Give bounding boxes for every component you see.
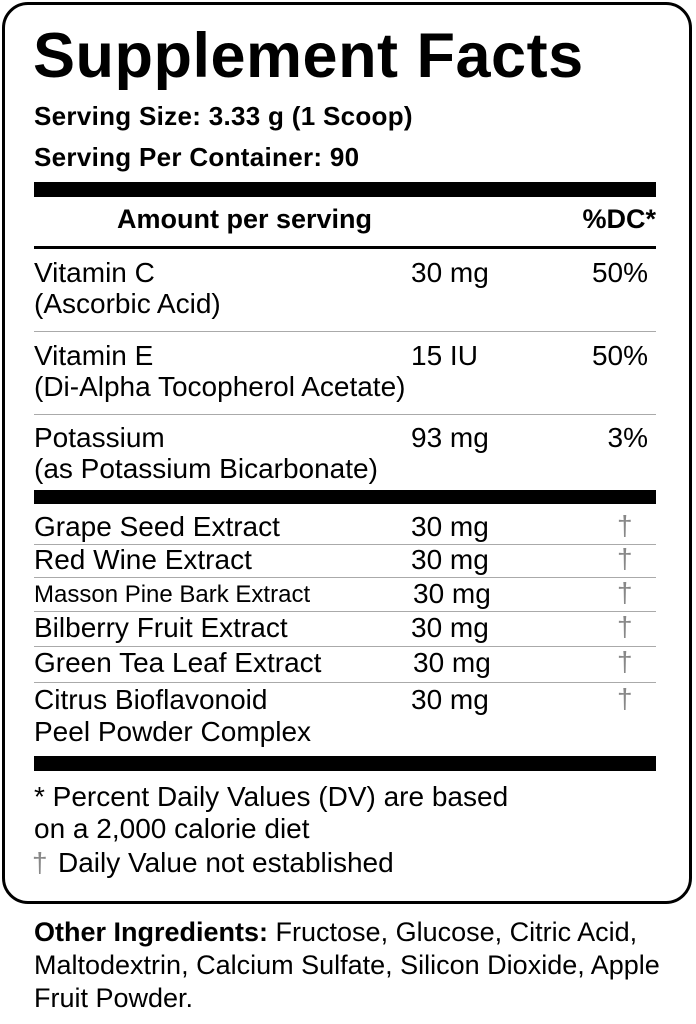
footnote-dagger: Daily Value not established xyxy=(58,847,394,878)
other-ingredients-text: Fructose, Glucose, Citric Acid, Maltodex… xyxy=(34,917,660,1013)
dagger-icon: † xyxy=(617,543,633,574)
extract-amount: 30 mg xyxy=(411,612,489,643)
other-ingredients-label: Other Ingredients: xyxy=(34,917,269,947)
footnote-dv-continued: on a 2,000 calorie diet xyxy=(34,813,310,844)
thick-divider xyxy=(34,756,656,771)
extract-name-continued: Peel Powder Complex xyxy=(34,716,312,747)
nutrient-dv: 3% xyxy=(607,422,648,453)
nutrient-dv: 50% xyxy=(591,340,648,371)
nutrient-amount: 15 IU xyxy=(411,340,478,371)
extract-amount: 30 mg xyxy=(411,684,489,715)
dagger-icon: † xyxy=(617,683,633,714)
extract-name: Bilberry Fruit Extract xyxy=(34,612,288,643)
footnote-dv: * Percent Daily Values (DV) are based xyxy=(34,781,509,812)
row-divider xyxy=(34,544,656,545)
nutrient-source: (Ascorbic Acid) xyxy=(34,288,221,319)
row-divider xyxy=(34,331,656,332)
thick-divider xyxy=(34,490,656,504)
nutrient-name: Vitamin E xyxy=(34,340,154,371)
extract-amount: 30 mg xyxy=(413,578,491,609)
servings-per-container: Serving Per Container: 90 xyxy=(34,142,360,172)
extract-amount: 30 mg xyxy=(411,544,489,575)
row-divider xyxy=(34,682,656,683)
row-divider xyxy=(34,611,656,612)
nutrient-source: (as Potassium Bicarbonate) xyxy=(34,453,378,484)
supplement-facts-panel xyxy=(2,2,692,904)
extract-name: Citrus Bioflavonoid xyxy=(34,684,268,715)
nutrient-name: Vitamin C xyxy=(34,257,155,288)
dagger-icon: † xyxy=(32,847,48,878)
dagger-icon: † xyxy=(617,646,633,677)
dagger-icon: † xyxy=(617,611,633,642)
nutrient-source: (Di-Alpha Tocopherol Acetate) xyxy=(34,371,406,402)
nutrient-name: Potassium xyxy=(34,422,165,453)
extract-name: Masson Pine Bark Extract xyxy=(34,581,311,608)
thick-divider xyxy=(34,182,656,197)
dv-header: %DC* xyxy=(582,204,656,234)
nutrient-amount: 30 mg xyxy=(411,257,489,288)
dagger-icon: † xyxy=(617,510,633,541)
header-divider xyxy=(34,246,656,249)
extract-name: Grape Seed Extract xyxy=(34,511,280,542)
row-divider xyxy=(34,577,656,578)
nutrient-amount: 93 mg xyxy=(411,422,489,453)
nutrient-dv: 50% xyxy=(591,257,648,288)
extract-amount: 30 mg xyxy=(413,647,491,678)
row-divider xyxy=(34,414,656,415)
serving-size: Serving Size: 3.33 g (1 Scoop) xyxy=(34,101,413,131)
row-divider xyxy=(34,646,656,647)
extract-name: Red Wine Extract xyxy=(34,544,252,575)
panel-title: Supplement Facts xyxy=(33,21,584,91)
extract-name: Green Tea Leaf Extract xyxy=(34,647,322,678)
amount-header: Amount per serving xyxy=(117,204,373,234)
dagger-icon: † xyxy=(617,577,633,608)
other-ingredients: Other Ingredients: Fructose, Glucose, Ci… xyxy=(34,916,674,1015)
extract-amount: 30 mg xyxy=(411,511,489,542)
